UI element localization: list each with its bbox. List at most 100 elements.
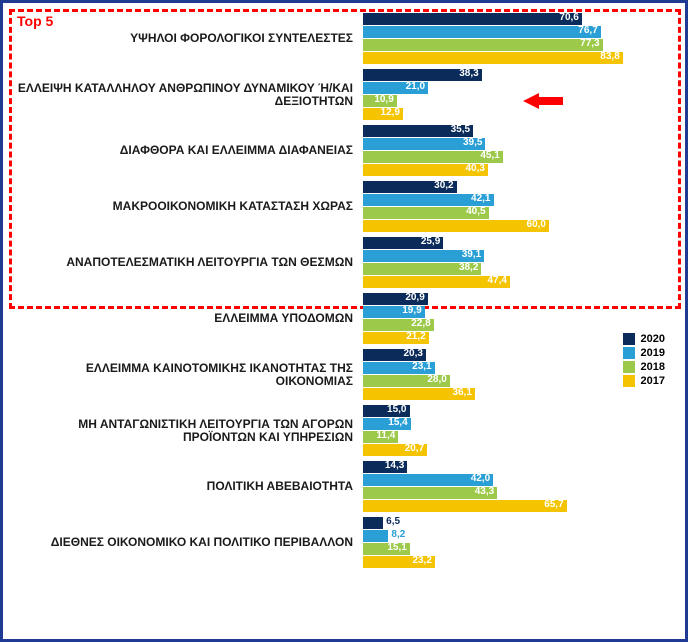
- bar-value: 20,3: [403, 348, 422, 359]
- bar: 28,0: [363, 375, 450, 387]
- bar: 65,7: [363, 500, 567, 512]
- legend-swatch: [623, 361, 635, 373]
- category-row: ΔΙΕΘΝΕΣ ΟΙΚΟΝΟΜΙΚΟ ΚΑΙ ΠΟΛΙΤΙΚΟ ΠΕΡΙΒΑΛΛ…: [13, 517, 675, 569]
- bar-value: 12,9: [381, 107, 400, 118]
- category-label: ΕΛΛΕΙΨΗ ΚΑΤΑΛΛΗΛΟΥ ΑΝΘΡΩΠΙΝΟΥ ΔΥΝΑΜΙΚΟΥ …: [13, 82, 363, 108]
- bar: 30,2: [363, 181, 457, 193]
- bar: 38,3: [363, 69, 482, 81]
- bar-value: 23,2: [412, 555, 431, 566]
- bar-value: 38,2: [459, 262, 478, 273]
- legend-swatch: [623, 347, 635, 359]
- bar-value: 19,9: [402, 305, 421, 316]
- legend-item: 2020: [623, 333, 665, 345]
- legend-label: 2018: [641, 361, 665, 373]
- legend-item: 2018: [623, 361, 665, 373]
- bar-value: 36,1: [452, 387, 471, 398]
- bar: 21,0: [363, 82, 428, 94]
- bar: 20,9: [363, 293, 428, 305]
- bar-group: 6,58,215,123,2: [363, 517, 675, 569]
- bar-value: 77,3: [580, 38, 599, 49]
- bar-value: 22,8: [411, 318, 430, 329]
- category-label: ΕΛΛΕΙΜΜΑ ΥΠΟΔΟΜΩΝ: [13, 312, 363, 325]
- bar: 8,2: [363, 530, 388, 542]
- bar-value: 42,1: [471, 193, 490, 204]
- bar-value: 83,8: [600, 51, 619, 62]
- bar: 6,5: [363, 517, 383, 529]
- bar: 39,5: [363, 138, 485, 150]
- bar-group: 30,2 42,1 40,5 60,0: [363, 181, 675, 233]
- bar: 25,9: [363, 237, 443, 249]
- bar: 77,3: [363, 39, 603, 51]
- bar-group: 38,3 21,010,9 12,9: [363, 69, 675, 121]
- category-row: ΑΝΑΠΟΤΕΛΕΣΜΑΤΙΚΗ ΛΕΙΤΟΥΡΓΙΑ ΤΩΝ ΘΕΣΜΩΝ25…: [13, 237, 675, 289]
- bar: 83,8: [363, 52, 623, 64]
- category-label: ΔΙΕΘΝΕΣ ΟΙΚΟΝΟΜΙΚΟ ΚΑΙ ΠΟΛΙΤΙΚΟ ΠΕΡΙΒΑΛΛ…: [13, 536, 363, 549]
- bar: 19,9: [363, 306, 425, 318]
- bar-value: 15,1: [387, 542, 406, 553]
- bar: 15,0: [363, 405, 410, 417]
- bar-value: 60,0: [527, 219, 546, 230]
- bar: 15,1: [363, 543, 410, 555]
- bar-value: 8,2: [391, 529, 405, 540]
- bar: 39,1: [363, 250, 484, 262]
- bar-value: 40,3: [465, 163, 484, 174]
- bar-value: 35,5: [451, 124, 470, 135]
- bar-value: 30,2: [434, 180, 453, 191]
- bar-value: 42,0: [471, 473, 490, 484]
- bar-value: 14,3: [385, 460, 404, 471]
- bar: 23,2: [363, 556, 435, 568]
- bar-value: 10,9: [374, 94, 393, 105]
- category-row: ΜΑΚΡΟΟΙΚΟΝΟΜΙΚΗ ΚΑΤΑΣΤΑΣΗ ΧΩΡΑΣ 30,2 42,1 4…: [13, 181, 675, 233]
- bar-value: 23,1: [412, 361, 431, 372]
- bar-group: 15,0 15,4 11,4 20,7: [363, 405, 675, 457]
- bar-value: 15,4: [388, 417, 407, 428]
- bar-group: 35,5 39,545,1 40,3: [363, 125, 675, 177]
- bar: 20,3: [363, 349, 426, 361]
- bar: 45,1: [363, 151, 503, 163]
- bar-value: 15,0: [387, 404, 406, 415]
- bar: 60,0: [363, 220, 549, 232]
- legend-swatch: [623, 333, 635, 345]
- legend-label: 2017: [641, 375, 665, 387]
- bar-value: 38,3: [459, 68, 478, 79]
- legend-item: 2019: [623, 347, 665, 359]
- bar-value: 65,7: [544, 499, 563, 510]
- bar: 38,2: [363, 263, 481, 275]
- category-label: ΜΑΚΡΟΟΙΚΟΝΟΜΙΚΗ ΚΑΤΑΣΤΑΣΗ ΧΩΡΑΣ: [13, 200, 363, 213]
- legend-label: 2020: [641, 333, 665, 345]
- bar-value: 6,5: [386, 516, 400, 527]
- bar: 40,3: [363, 164, 488, 176]
- bar-group: 14,3 42,0 43,3 65,7: [363, 461, 675, 513]
- bar: 70,6: [363, 13, 582, 25]
- category-label: ΠΟΛΙΤΙΚΗ ΑΒΕΒΑΙΟΤΗΤΑ: [13, 480, 363, 493]
- category-label: ΕΛΛΕΙΜΜΑ ΚΑΙΝΟΤΟΜΙΚΗΣ ΙΚΑΝΟΤΗΤΑΣ ΤΗΣ ΟΙΚ…: [13, 362, 363, 388]
- bar: 42,0: [363, 474, 493, 486]
- bar-value: 20,7: [405, 443, 424, 454]
- bar: 43,3: [363, 487, 497, 499]
- bar: 40,5: [363, 207, 489, 219]
- category-label: ΜΗ ΑΝΤΑΓΩΝΙΣΤΙΚΗ ΛΕΙΤΟΥΡΓΙΑ ΤΩΝ ΑΓΟΡΩΝ Π…: [13, 418, 363, 444]
- bar-group: 70,676,777,383,8: [363, 13, 675, 65]
- bar: 36,1: [363, 388, 475, 400]
- bar: 14,3: [363, 461, 407, 473]
- category-label: ΥΨΗΛΟΙ ΦΟΡΟΛΟΓΙΚΟΙ ΣΥΝΤΕΛΕΣΤΕΣ: [13, 32, 363, 45]
- bar-value: 40,5: [466, 206, 485, 217]
- bar-value: 11,4: [376, 430, 395, 441]
- legend: 2020 2019 2018 2017: [623, 333, 665, 389]
- bar: 35,5: [363, 125, 473, 137]
- category-label: ΔΙΑΦΘΟΡΑ ΚΑΙ ΕΛΛΕΙΜΜΑ ΔΙΑΦΑΝΕΙΑΣ: [13, 144, 363, 157]
- legend-swatch: [623, 375, 635, 387]
- bar: 20,7: [363, 444, 427, 456]
- bar-value: 47,4: [487, 275, 506, 286]
- bar-value: 28,0: [427, 374, 446, 385]
- category-row: ΔΙΑΦΘΟΡΑ ΚΑΙ ΕΛΛΕΙΜΜΑ ΔΙΑΦΑΝΕΙΑΣ 35,5 39,5…: [13, 125, 675, 177]
- bar: 42,1: [363, 194, 494, 206]
- bar-value: 20,9: [405, 292, 424, 303]
- bar: 76,7: [363, 26, 601, 38]
- category-row: ΜΗ ΑΝΤΑΓΩΝΙΣΤΙΚΗ ΛΕΙΤΟΥΡΓΙΑ ΤΩΝ ΑΓΟΡΩΝ Π…: [13, 405, 675, 457]
- bar-value: 45,1: [480, 150, 499, 161]
- bar-group: 25,939,138,2 47,4: [363, 237, 675, 289]
- bar: 11,4: [363, 431, 398, 443]
- legend-item: 2017: [623, 375, 665, 387]
- legend-label: 2019: [641, 347, 665, 359]
